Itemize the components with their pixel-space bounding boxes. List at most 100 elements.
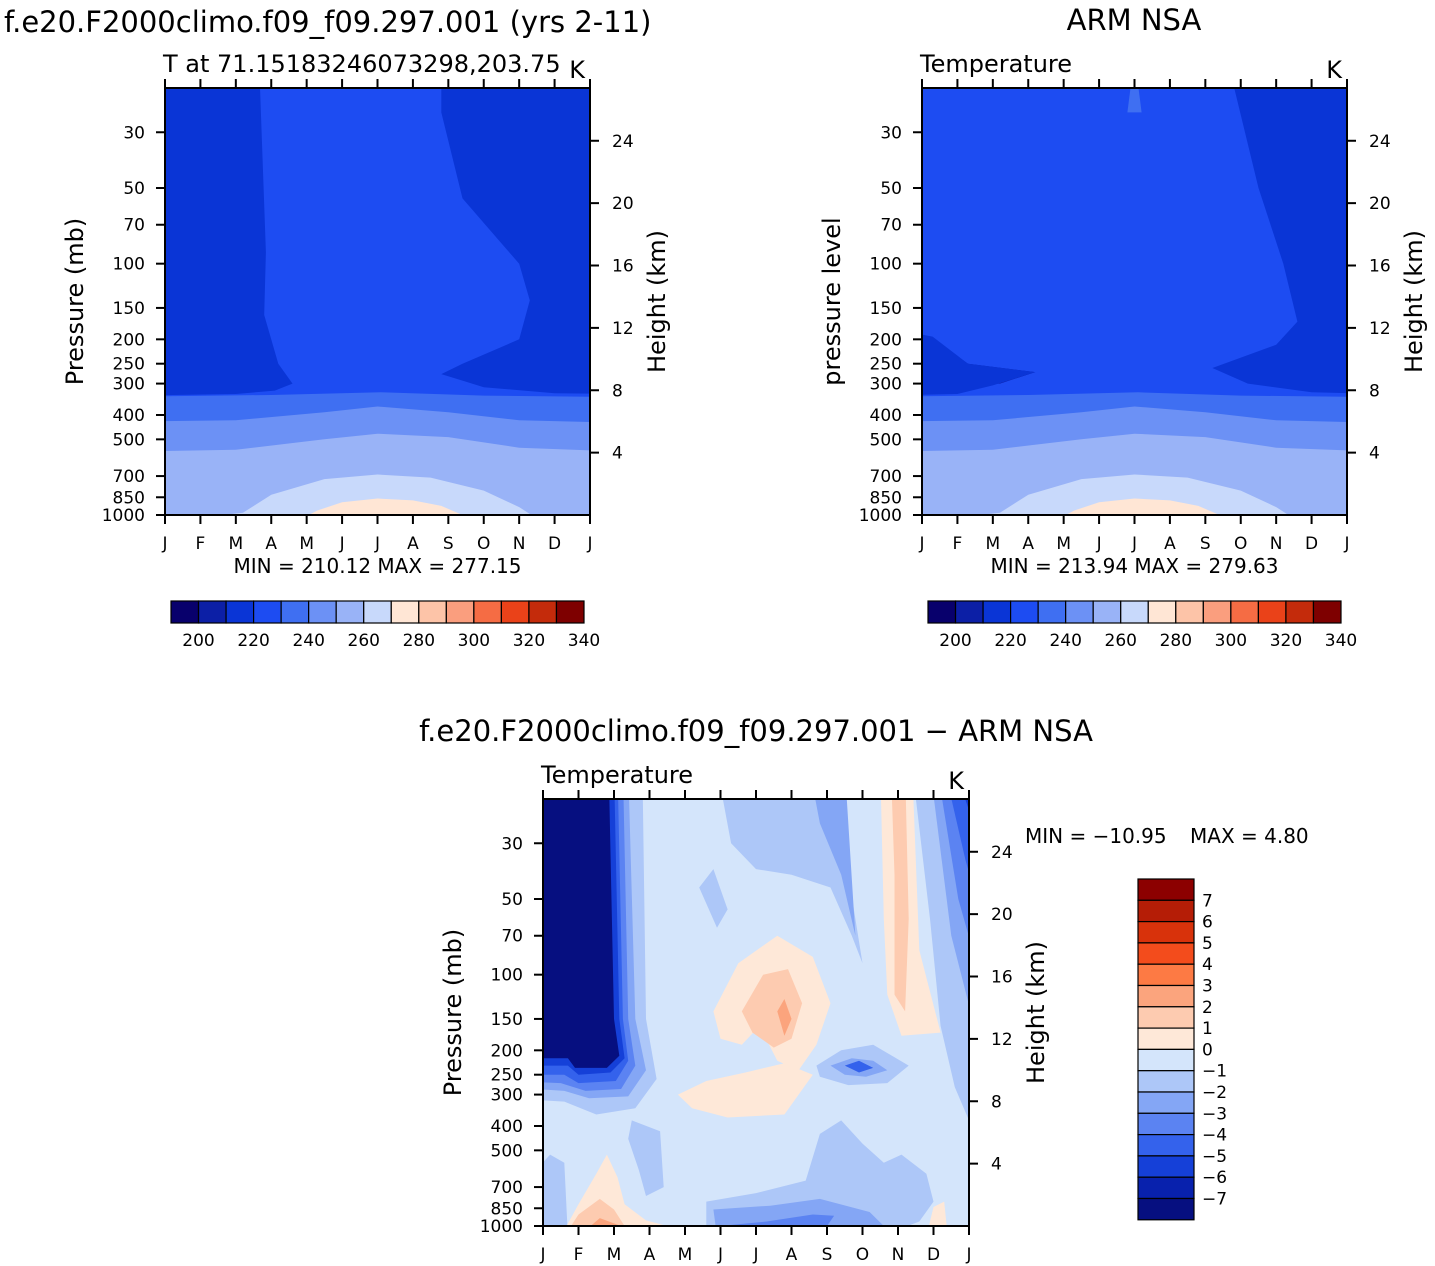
panel1-stats: MIN = 213.94 MAX = 279.63 (990, 554, 1278, 578)
panel0-units: K (569, 56, 586, 84)
panel2-field-lowleft-p1 (571, 1198, 625, 1226)
panel0-y-tick-label: 1000 (102, 506, 145, 526)
panel0-colorbar-box (500, 600, 530, 624)
panel2-colorbar-box (1137, 1197, 1195, 1221)
panel0-colorbar-label: 260 (348, 631, 380, 651)
panel1-x-tick-label: F (953, 534, 963, 554)
panel0-field-band-4 (308, 498, 463, 515)
panel1-colorbar-box (1037, 600, 1067, 624)
panel0-x-tick-label: A (265, 534, 277, 554)
panel0-x-tick-label: J (586, 534, 592, 554)
panel0-colorbar-label: 320 (513, 631, 545, 651)
panel1-colorbar-box (1175, 600, 1204, 624)
panel1-x-tick-label: J (1096, 534, 1102, 554)
panel2-field-upper-m3 (815, 799, 856, 936)
panel1-y-tick-label: 200 (870, 330, 902, 350)
panel1-colorbar-label: 200 (939, 631, 971, 651)
panel0-height-tick-label: 4 (612, 444, 623, 464)
panel2-colorbar-label: −2 (1202, 1083, 1227, 1103)
panel2-height-tick-label: 20 (991, 905, 1013, 925)
panel1-colorbar-label: 300 (1215, 631, 1247, 651)
panel2-field-low-m2-a (628, 1120, 664, 1196)
panel0-y-tick-label: 700 (113, 467, 145, 487)
panel1-colorbar-box (1147, 600, 1177, 624)
panel2-colorbar-label: −4 (1202, 1126, 1227, 1146)
panel2-field-low-m4 (720, 1214, 835, 1226)
panel-model: J F M A M J J A S O N D J305070100150200250300400500… (61, 50, 671, 651)
panel2-colorbar-label: 1 (1202, 1019, 1213, 1039)
panel0-height-tick-label: 12 (612, 319, 634, 339)
panel1-height-tick-label: 4 (1369, 444, 1380, 464)
panel1-x-tick-label: A (1022, 534, 1034, 554)
panel0-x-tick-label: J (374, 534, 380, 554)
panel0-x-tick-label: O (477, 534, 490, 554)
panel2-x-tick-label: J (717, 1245, 723, 1265)
panel2-height-tick-label: 24 (991, 843, 1013, 863)
panel0-y-tick-label: 150 (113, 299, 145, 319)
panel2-colorbar-box (1137, 920, 1195, 944)
panel0-colorbar-box (170, 600, 200, 624)
panel2-x-tick-label: M (607, 1245, 622, 1265)
panel2-field-diamond-m2 (699, 869, 728, 928)
panel0-colorbar-box (335, 600, 365, 624)
panel2-field-lowleft-p2 (590, 1218, 622, 1226)
panel1-colorbar-label: 260 (1105, 631, 1137, 651)
panel1-x-tick-label: J (1131, 534, 1137, 554)
panel2-colorbar-label: 0 (1202, 1040, 1213, 1060)
panel2-colorbar-box (1137, 1006, 1195, 1029)
panel0-y-tick-label: 100 (113, 255, 145, 275)
panel0-colorbar-box (528, 600, 558, 624)
panel2-colorbar-label: 6 (1202, 913, 1213, 933)
panel2-y-tick-label: 300 (491, 1086, 523, 1106)
panel2-field-lower-p0 (677, 1063, 813, 1118)
panel1-colorbar-label: 280 (1160, 631, 1192, 651)
panel1-colorbar-box (982, 600, 1012, 624)
panel2-x-tick-label: D (927, 1245, 940, 1265)
panel2-x-tick-label: J (965, 1245, 971, 1265)
panel1-field-band-4 (1065, 498, 1220, 515)
panel0-height-tick-label: 8 (612, 381, 623, 401)
panel2-colorbar-box (1137, 1112, 1195, 1136)
panel0-colorbar-box (473, 600, 503, 624)
panel2-field-center-p2 (777, 999, 792, 1036)
panel2-field-right-m5 (951, 799, 969, 873)
panel0-y-tick-label: 500 (113, 430, 145, 450)
panel1-colorbar-box (1120, 600, 1149, 624)
panel2-colorbar-box (1137, 942, 1195, 965)
panel0-x-tick-label: D (548, 534, 561, 554)
panel2-x-tick-label: N (892, 1245, 905, 1265)
panel1-x-tick-label: J (1343, 534, 1349, 554)
panel1-field-band-3 (980, 474, 1289, 515)
panel0-x-tick-label: A (407, 534, 419, 554)
panel1-colorbar-label: 320 (1270, 631, 1302, 651)
panel0-y-tick-label: 200 (113, 330, 145, 350)
panel1-y-tick-label: 300 (870, 375, 902, 395)
panel2-colorbar-box (1137, 1091, 1195, 1114)
panel2-y-tick-label: 250 (491, 1066, 523, 1086)
panel0-colorbar-box (308, 600, 337, 624)
panel2-height-tick-label: 4 (991, 1155, 1002, 1175)
panel2-y-tick-label: 850 (491, 1199, 523, 1219)
panel-observations: J F M A M J J A S O N D J305070100150200250300400500… (818, 50, 1428, 651)
panel2-colorbar-box (1137, 899, 1195, 923)
panel0-y-tick-label: 850 (113, 488, 145, 508)
panel0-colorbar-label: 240 (292, 631, 324, 651)
panel2-y-tick-label: 700 (491, 1178, 523, 1198)
panel2-stats-max: MAX = 4.80 (1190, 824, 1309, 848)
panel1-height-tick-label: 12 (1369, 319, 1391, 339)
panel2-x-tick-label: A (786, 1245, 798, 1265)
panel0-x-tick-label: F (196, 534, 206, 554)
panel2-height-tick-label: 16 (991, 968, 1013, 988)
panel0-height-tick-label: 16 (612, 257, 634, 277)
panel2-y-tick-label: 500 (491, 1141, 523, 1161)
panel2-colorbar-box (1137, 1048, 1195, 1072)
panel1-y-tick-label: 150 (870, 299, 902, 319)
panel2-x-tick-label: J (752, 1245, 758, 1265)
panel0-y-tick-label: 30 (123, 123, 145, 143)
panel1-x-tick-label: J (918, 534, 924, 554)
panel2-colorbar-box (1137, 1133, 1195, 1157)
panel0-colorbar-box (197, 600, 227, 624)
panel2-colorbar-box (1137, 878, 1195, 901)
panel1-x-tick-label: S (1200, 534, 1211, 554)
